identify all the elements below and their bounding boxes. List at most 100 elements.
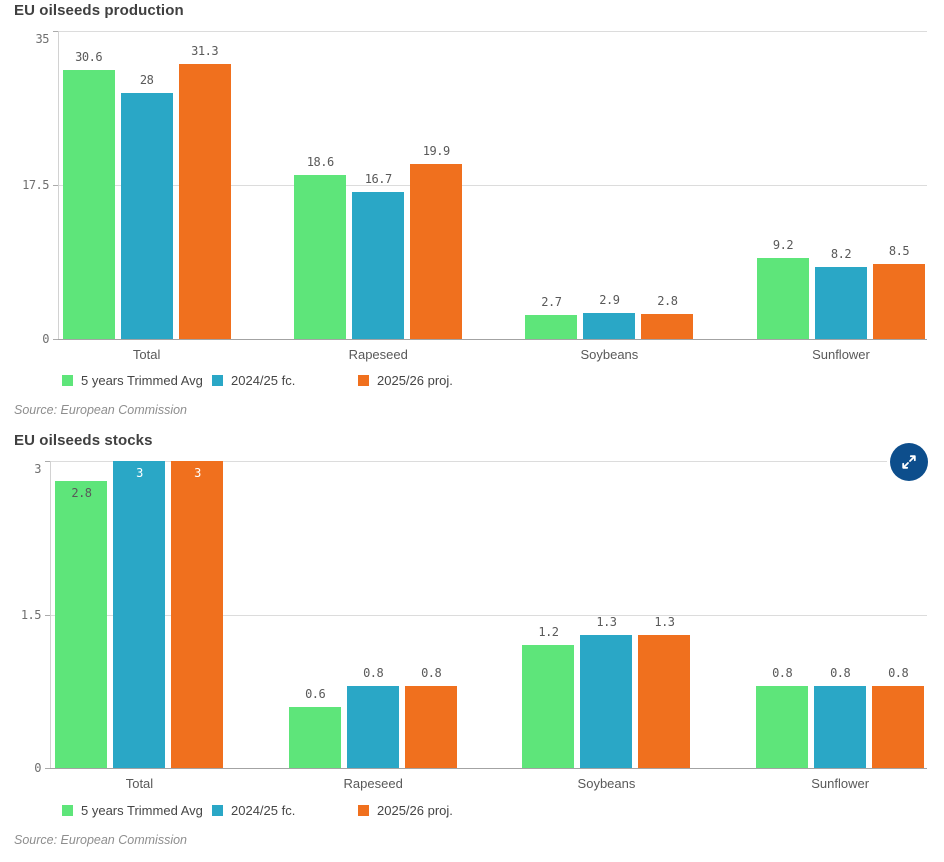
value-label: 0.6: [305, 686, 326, 701]
gridline: [58, 185, 927, 186]
bar-rapeseed-2024-25-fc[interactable]: [347, 686, 400, 768]
legend-item-2025-26-proj[interactable]: 2025/26 proj.: [358, 803, 453, 818]
gridline: [58, 31, 927, 32]
value-label: 0.8: [363, 666, 384, 681]
y-axis-tick-label: 17.5: [22, 178, 49, 192]
bar-total-2024-25-fc[interactable]: [120, 92, 173, 339]
legend-item-2024-25-fc[interactable]: 2024/25 fc.: [212, 373, 295, 388]
bar-total-5-years-trimmed-avg[interactable]: [55, 481, 108, 768]
category-label-total[interactable]: Total: [132, 347, 161, 362]
y-axis-tick-label: 3: [34, 462, 41, 476]
legend-label: 2025/26 proj.: [377, 373, 453, 388]
bar-total-2025-26-proj[interactable]: [171, 461, 224, 768]
value-label: 8.5: [888, 244, 910, 259]
y-axis-tick: [53, 185, 58, 186]
color-swatch-icon: [358, 805, 369, 816]
y-axis-tick: [45, 768, 50, 769]
value-label: 2.7: [541, 295, 562, 310]
category-label-rapeseed[interactable]: Rapeseed: [348, 347, 408, 362]
color-swatch-icon: [358, 375, 369, 386]
value-label: 0.8: [421, 666, 442, 681]
category-label-soybeans[interactable]: Soybeans: [577, 776, 636, 791]
bar-soybeans-2025-26-proj[interactable]: [638, 634, 691, 768]
value-label: 18.6: [306, 155, 334, 170]
bar-total-2024-25-fc[interactable]: [113, 461, 166, 768]
bar-total-5-years-trimmed-avg[interactable]: [62, 69, 115, 339]
source-note: Source: European Commission: [14, 403, 187, 417]
value-label: 1.3: [596, 614, 617, 629]
y-axis-tick: [45, 461, 50, 462]
value-label: 31.3: [191, 43, 219, 58]
category-label-rapeseed[interactable]: Rapeseed: [343, 776, 403, 791]
legend: 5 years Trimmed Avg 2024/25 fc. 2025/26 pr…: [0, 373, 944, 389]
bar-sunflower-2024-25-fc[interactable]: [814, 686, 867, 768]
production-chart-panel: EU oilseeds production 0 17.5 35 30.6 28 31.3…: [0, 0, 944, 430]
color-swatch-icon: [212, 375, 223, 386]
value-label: 0.8: [830, 666, 851, 681]
bar-rapeseed-2025-26-proj[interactable]: [410, 163, 463, 339]
bar-sunflower-5-years-trimmed-avg[interactable]: [756, 258, 809, 339]
color-swatch-icon: [62, 375, 73, 386]
value-label: 2.9: [599, 293, 620, 308]
production-plot: 0 17.5 35 30.6 28 31.3 Total 18.6 16.7 19.9 Rapese…: [22, 31, 927, 362]
y-axis-tick-label: 0: [34, 761, 41, 775]
legend-item-2024-25-fc[interactable]: 2024/25 fc.: [212, 803, 295, 818]
gridline: [50, 614, 927, 616]
bar-sunflower-2025-26-proj[interactable]: [872, 686, 925, 768]
legend-label: 5 years Trimmed Avg: [81, 803, 203, 818]
bar-soybeans-2024-25-fc[interactable]: [583, 313, 636, 339]
bar-rapeseed-5-years-trimmed-avg[interactable]: [289, 706, 342, 768]
value-label: 19.9: [422, 143, 450, 158]
bar-soybeans-2024-25-fc[interactable]: [580, 634, 633, 768]
y-axis-tick-label: 0: [42, 332, 49, 346]
expand-button[interactable]: [890, 443, 928, 481]
bar-soybeans-5-years-trimmed-avg[interactable]: [525, 315, 578, 339]
gridline: [50, 461, 887, 462]
value-label: 3: [194, 466, 201, 480]
category-label-total[interactable]: Total: [125, 776, 154, 791]
value-label: 2.8: [657, 294, 678, 309]
y-axis-tick: [53, 339, 58, 340]
color-swatch-icon: [212, 805, 223, 816]
bar-soybeans-5-years-trimmed-avg[interactable]: [522, 645, 575, 768]
legend-label: 2024/25 fc.: [231, 373, 296, 388]
y-axis-tick: [53, 31, 58, 32]
value-label: 3: [136, 466, 143, 480]
y-axis-tick-label: 1.5: [20, 607, 42, 622]
bar-soybeans-2025-26-proj[interactable]: [641, 314, 694, 339]
category-label-soybeans[interactable]: Soybeans: [580, 347, 639, 362]
legend-label: 2025/26 proj.: [377, 803, 453, 818]
legend-label: 5 years Trimmed Avg: [81, 373, 203, 388]
value-label: 2.8: [71, 486, 92, 501]
category-label-sunflower[interactable]: Sunflower: [811, 776, 870, 791]
legend: 5 years Trimmed Avg 2024/25 fc. 2025/26 pr…: [0, 803, 944, 819]
y-axis-line: [50, 461, 51, 768]
bar-rapeseed-2025-26-proj[interactable]: [405, 686, 458, 768]
value-label: 16.7: [364, 172, 392, 187]
bar-sunflower-2024-25-fc[interactable]: [814, 266, 867, 339]
category-label-sunflower[interactable]: Sunflower: [812, 347, 870, 362]
stocks-plot: 0 1.5 3 2.8 3 3 Total 0.6 0.8 0.8 Rapeseed 1.2 1.3 1.…: [21, 461, 927, 791]
bar-sunflower-5-years-trimmed-avg[interactable]: [756, 686, 809, 768]
color-swatch-icon: [62, 805, 73, 816]
value-label: 9.2: [772, 238, 794, 253]
legend-item-5-years-trimmed-avg[interactable]: 5 years Trimmed Avg: [62, 803, 203, 818]
value-label: 8.2: [830, 246, 852, 261]
y-axis-line: [58, 31, 59, 339]
bar-rapeseed-5-years-trimmed-avg[interactable]: [294, 175, 347, 339]
value-label: 1.3: [654, 614, 675, 629]
y-axis-tick-label: 35: [35, 32, 50, 46]
bar-total-2025-26-proj[interactable]: [178, 63, 231, 339]
value-label: 30.6: [75, 49, 103, 64]
stocks-chart-panel: EU oilseeds stocks 0 1.5 3 2.8 3 3 Total 0.6 0.8…: [0, 430, 944, 862]
legend-item-5-years-trimmed-avg[interactable]: 5 years Trimmed Avg: [62, 373, 203, 388]
bar-sunflower-2025-26-proj[interactable]: [872, 264, 925, 339]
bar-rapeseed-2024-25-fc[interactable]: [352, 192, 405, 339]
source-note: Source: European Commission: [14, 833, 187, 847]
value-label: 1.2: [538, 625, 559, 640]
chart-title: EU oilseeds production: [14, 2, 184, 19]
value-label: 0.8: [772, 666, 793, 681]
y-axis-tick: [45, 614, 50, 616]
legend-item-2025-26-proj[interactable]: 2025/26 proj.: [358, 373, 453, 388]
